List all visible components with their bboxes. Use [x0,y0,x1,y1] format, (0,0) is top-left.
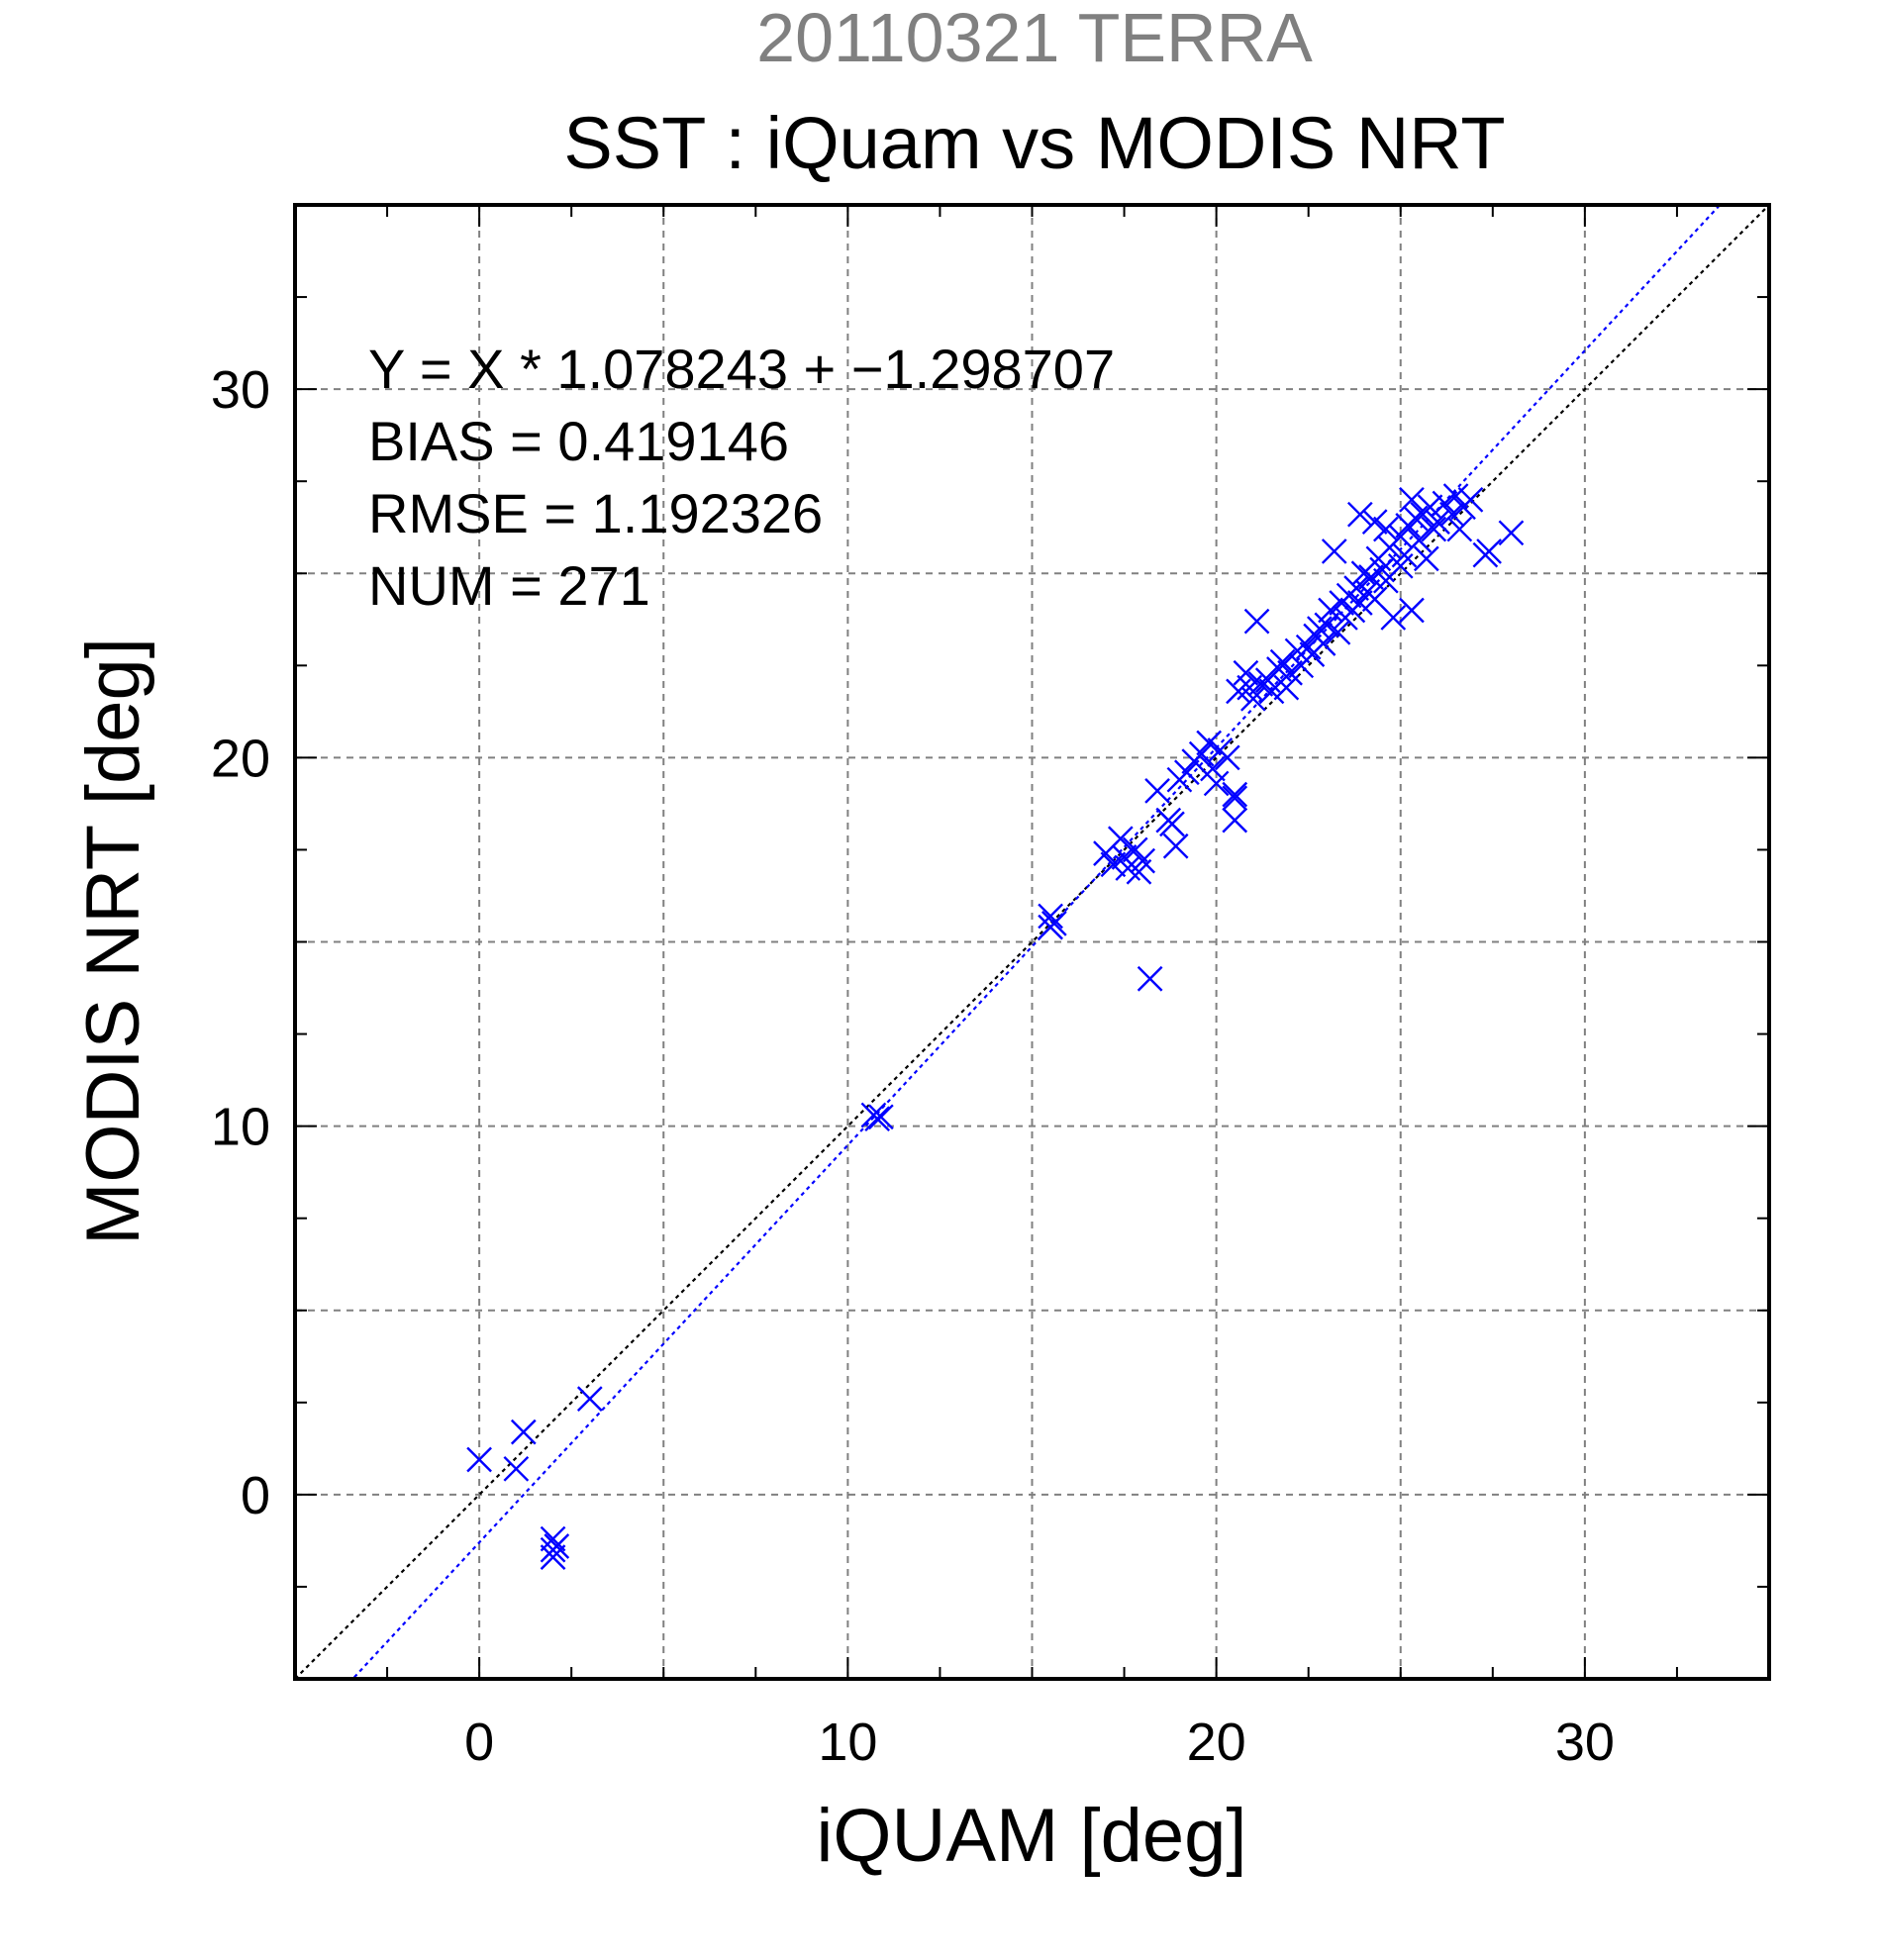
data-point [1122,836,1148,863]
data-point [1361,509,1388,535]
data-point [1446,516,1473,542]
y-tick-label: 20 [211,729,270,788]
plot-frame [293,203,1771,1681]
data-point [1476,539,1502,564]
data-point [1233,659,1259,686]
data-point [544,1533,570,1559]
data-point [1247,671,1274,697]
data-point [1321,539,1347,564]
data-point [1126,858,1152,885]
stats-line: RMSE = 1.192326 [368,482,823,544]
grid-lines [295,205,1769,1679]
y-tick-label: 10 [211,1098,270,1157]
x-tick-label: 10 [818,1713,877,1772]
data-point [1399,597,1425,624]
data-point [1421,516,1447,542]
data-point [1498,520,1525,546]
data-point [1413,545,1439,572]
data-point [864,1106,891,1132]
data-point [868,1104,894,1130]
data-point [1399,486,1425,513]
data-point [1203,770,1230,797]
data-point [1425,509,1450,535]
data-point [1173,759,1200,786]
x-tick-label: 30 [1555,1713,1615,1772]
x-tick-label: 0 [464,1713,494,1772]
data-point [1162,833,1189,859]
tick-labels: 0 10 20 30 0 10 20 30 [211,360,1615,1772]
data-point [1387,552,1414,579]
y-tick-label: 0 [241,1466,270,1525]
data-point [1222,785,1248,812]
data-point [1318,597,1343,624]
data-point [1144,778,1170,804]
x-tick-label: 20 [1187,1713,1246,1772]
chart-supertitle: 20110321 TERRA [756,0,1313,76]
scatter-points [466,483,1525,1571]
x-axis-label: iQUAM [deg] [816,1794,1246,1878]
data-point [1240,685,1266,712]
stats-line: BIAS = 0.419146 [368,410,789,472]
data-point [1277,659,1303,686]
data-point [1325,619,1351,645]
data-point [1295,634,1322,660]
data-point [1100,851,1127,878]
data-point [576,1386,603,1412]
data-point [503,1455,530,1482]
data-point [1196,730,1223,756]
data-point [1346,501,1373,528]
data-point [1222,781,1248,808]
data-point [1380,605,1407,631]
data-point [1442,483,1469,509]
identity-line [295,205,1769,1679]
data-point [1200,755,1226,782]
data-point [1457,486,1484,513]
data-point [1346,590,1373,616]
data-point [1137,965,1163,992]
data-point [1373,516,1399,542]
data-point [1358,564,1384,590]
data-point [510,1419,537,1445]
data-point [1038,903,1063,930]
data-point [1314,612,1340,638]
stats-annotation: Y = X * 1.078243 + −1.298707 BIAS = 0.419… [368,338,1115,617]
data-point [1214,744,1240,771]
stats-line: Y = X * 1.078243 + −1.298707 [368,338,1115,400]
data-point [1417,494,1443,521]
stats-line: NUM = 271 [368,554,650,617]
y-axis-label: MODIS NRT [deg] [71,637,155,1245]
data-point [1243,608,1270,635]
data-point [1040,911,1067,936]
y-tick-label: 30 [211,360,270,420]
data-point [466,1446,492,1473]
data-point [540,1525,566,1552]
data-point [1222,807,1248,833]
data-point [1159,811,1185,837]
regression-line [350,205,1722,1679]
data-point [1273,674,1300,701]
chart-title: SST : iQuam vs MODIS NRT [563,102,1505,184]
